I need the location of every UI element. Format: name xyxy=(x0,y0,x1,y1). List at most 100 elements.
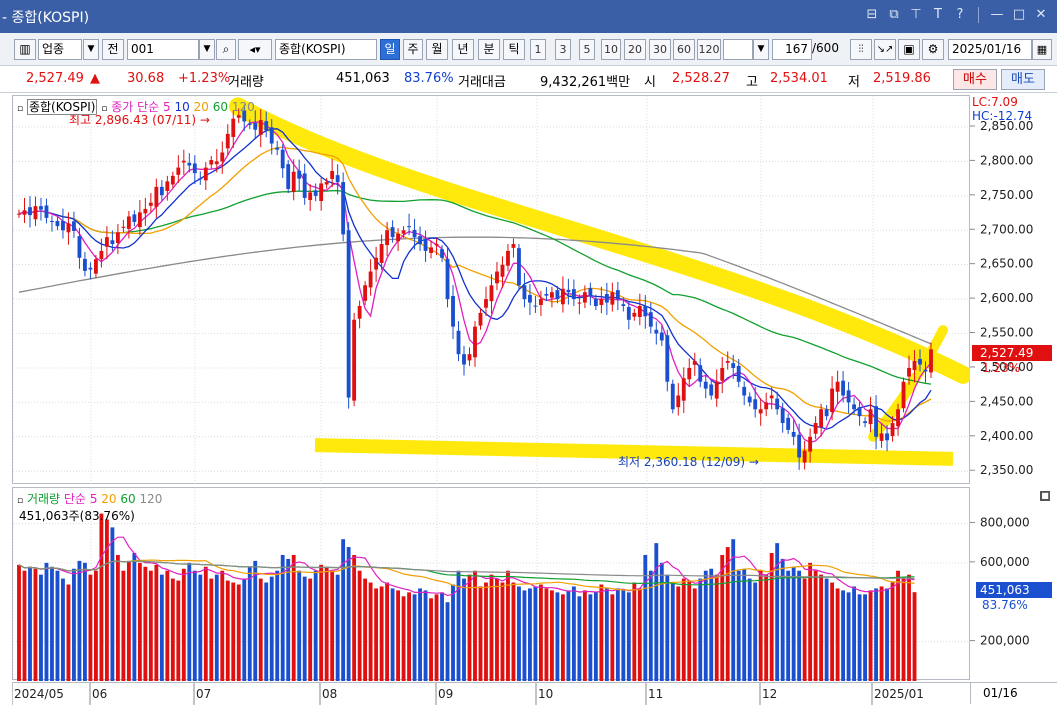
hc-label: HC:-12.74 xyxy=(972,109,1033,123)
candle-body xyxy=(495,271,499,284)
candle-body xyxy=(879,433,884,441)
y-tick-label: 2,800.00 xyxy=(980,153,1033,167)
candle-body xyxy=(170,175,175,185)
volume-bar xyxy=(297,570,302,681)
legend-ma20: 20 xyxy=(193,100,209,114)
layout-icon[interactable]: ⊟ xyxy=(866,7,878,22)
volume-bar xyxy=(731,539,736,681)
candle-type-icon[interactable]: ⫶⫶ xyxy=(850,39,872,60)
candle-body xyxy=(687,367,692,380)
minute-5-button[interactable]: 5 xyxy=(579,39,595,60)
help-icon[interactable]: ? xyxy=(956,7,964,22)
custom-period-input[interactable] xyxy=(723,39,753,60)
chart-menu-icon[interactable]: ▥ xyxy=(14,39,36,60)
y-tick-label: 2,750.00 xyxy=(980,188,1033,202)
minute-60-button[interactable]: 60 xyxy=(673,39,695,60)
volume-bar xyxy=(632,582,637,681)
volume-chart[interactable]: ▫ 거래량 단순 5 20 60 120 451,063주(83.76%) xyxy=(12,487,971,681)
candle-body xyxy=(209,160,214,165)
volume-bar xyxy=(912,592,917,681)
panel-close-icon[interactable]: ■ xyxy=(1040,491,1050,501)
minimize-icon[interactable]: — xyxy=(990,7,1004,22)
period-year-button[interactable]: 년 xyxy=(452,39,474,60)
volume-bar xyxy=(462,578,466,681)
maximize-icon[interactable]: □ xyxy=(1012,7,1026,22)
minute-1-button[interactable]: 1 xyxy=(530,39,546,60)
up-arrow-icon: ▲ xyxy=(90,71,100,86)
sell-button[interactable]: 매도 xyxy=(1001,69,1045,90)
trend-icon[interactable]: ↘↗ xyxy=(874,39,896,60)
minute-20-button[interactable]: 20 xyxy=(624,39,646,60)
speaker-icon[interactable]: ◂▾ xyxy=(238,39,272,60)
buy-button[interactable]: 매수 xyxy=(953,69,997,90)
volume-bar xyxy=(709,568,714,681)
restore-window-icon[interactable]: ⧉ xyxy=(889,7,899,22)
candle-body xyxy=(385,230,390,246)
candle-body xyxy=(104,237,109,247)
save-icon[interactable]: ▣ xyxy=(898,39,920,60)
ma10-line xyxy=(18,128,932,430)
market-select[interactable]: 업종 xyxy=(38,39,82,60)
candle-body xyxy=(159,186,164,196)
volume-bar xyxy=(896,570,900,681)
font-icon[interactable]: T xyxy=(934,7,942,22)
volume-bar xyxy=(165,570,170,681)
candle-body xyxy=(440,249,444,258)
candle-body xyxy=(846,390,851,403)
custom-period-dropdown-icon[interactable]: ▼ xyxy=(753,39,769,60)
candle-body xyxy=(478,312,483,326)
volume-legend: ▫ 거래량 단순 5 20 60 120 xyxy=(17,490,162,507)
period-week-button[interactable]: 주 xyxy=(403,39,423,60)
minute-3-button[interactable]: 3 xyxy=(555,39,571,60)
volume-bar xyxy=(302,576,307,681)
date-input[interactable]: 2025/01/16 xyxy=(948,39,1032,60)
volume-bar xyxy=(648,570,653,681)
volume-bar xyxy=(566,590,571,681)
y-axis-svg: 2,850.00 2,800.00 2,750.00 2,700.00 2,650.00… xyxy=(970,119,1033,648)
y-tick-label: 2,350.00 xyxy=(980,463,1033,477)
candle-body xyxy=(72,221,76,231)
name-field: 종합(KOSPI) xyxy=(275,39,377,60)
period-month-button[interactable]: 월 xyxy=(426,39,448,60)
period-tick-button[interactable]: 틱 xyxy=(503,39,525,60)
code-dropdown-icon[interactable]: ▼ xyxy=(199,39,215,60)
legend-ma120: 120 xyxy=(231,100,255,114)
legend-series-name[interactable]: 종합(KOSPI) xyxy=(26,99,98,115)
period-day-button[interactable]: 일 xyxy=(380,39,400,60)
volume-ma120-line xyxy=(18,560,915,580)
close-icon[interactable]: ✕ xyxy=(1035,7,1047,22)
market-dropdown-icon[interactable]: ▼ xyxy=(83,39,99,60)
high-label: 고 xyxy=(746,75,758,90)
pin-icon[interactable]: ⊤ xyxy=(910,7,922,22)
volume-legend-ma-label: 단순 xyxy=(63,492,86,506)
volume-bar xyxy=(720,554,725,681)
minute-30-button[interactable]: 30 xyxy=(649,39,671,60)
ma60-line xyxy=(18,189,932,385)
code-input[interactable]: 001 xyxy=(127,39,199,60)
prev-button[interactable]: 전 xyxy=(102,39,124,60)
candle-body xyxy=(247,123,252,125)
gear-icon[interactable]: ⚙ xyxy=(922,39,944,60)
candle-body xyxy=(264,121,269,131)
candle-body xyxy=(61,220,65,231)
volume-bar xyxy=(44,562,49,681)
count-input[interactable]: 167 xyxy=(772,39,812,60)
volume-bar xyxy=(797,570,802,681)
period-minute-button[interactable]: 분 xyxy=(478,39,500,60)
price-chart[interactable]: 최고 2,896.43 (07/11) → 최저 2,360.18 (12/09)… xyxy=(12,95,972,485)
volume-bar xyxy=(511,582,516,681)
high-value: 2,534.01 xyxy=(770,71,828,86)
minute-120-button[interactable]: 120 xyxy=(697,39,721,60)
candle-body xyxy=(390,227,395,238)
volume-bar xyxy=(588,594,593,681)
x-tick-label: 2025/01 xyxy=(874,687,924,701)
calendar-icon[interactable]: ▦ xyxy=(1032,39,1052,60)
minute-10-button[interactable]: 10 xyxy=(601,39,621,60)
search-icon[interactable]: ⌕ xyxy=(216,39,236,60)
candle-body xyxy=(132,214,137,222)
candle-body xyxy=(852,404,857,410)
volume-bar xyxy=(692,588,697,681)
candle-body xyxy=(802,450,807,463)
candle-body xyxy=(121,226,126,228)
candle-body xyxy=(313,190,318,196)
